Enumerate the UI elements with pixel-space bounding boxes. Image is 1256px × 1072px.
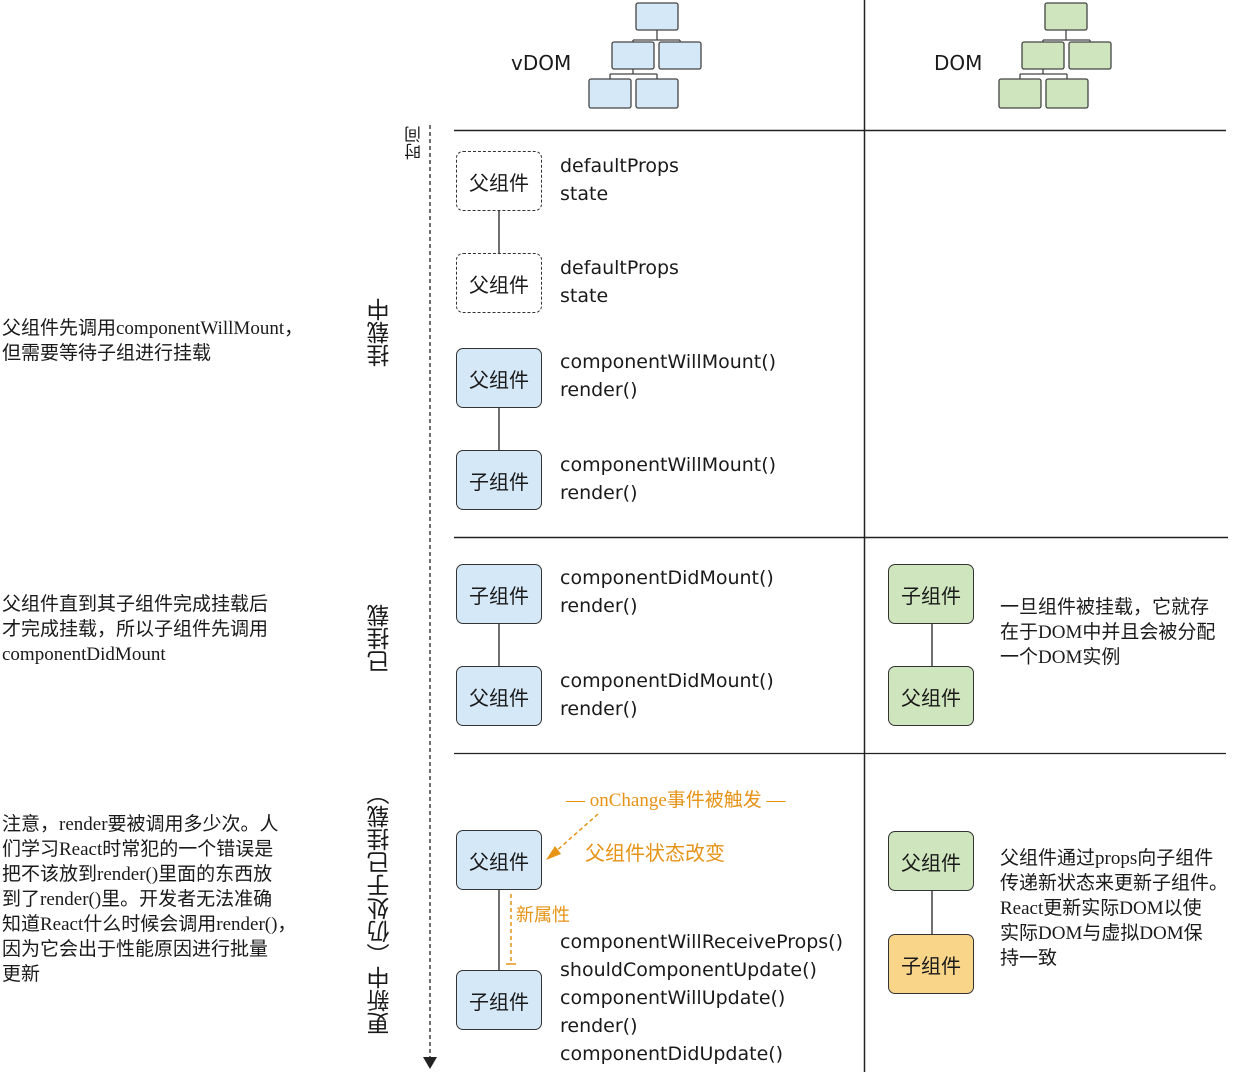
dom-note-mounted: 一旦组件被挂载，它就存 在于DOM中并且会被分配 一个DOM实例 [1000,597,1216,668]
vdom-parent-box: 父组件 [456,348,542,408]
time-axis [423,125,437,1069]
dom-note-updating: 父组件通过props向子组件 传递新状态来更新子组件。 React更新实际DOM… [1000,848,1229,969]
state-change-label: 父组件状态改变 [585,843,725,865]
vdom-parent-box: 父组件 [456,151,542,211]
phase-label-updating: 更新中（仍处于已挂载） [368,782,393,1035]
vdom-child-box: 子组件 [456,450,542,510]
method-list: defaultProps state [560,257,679,307]
event-arrows [506,813,599,965]
time-label: 时间 [405,126,424,160]
method-list: componentWillReceiveProps() shouldCompon… [560,931,844,1065]
onchange-event-label: — onChange事件被触发 — [566,790,786,811]
method-list: defaultProps state [560,155,679,205]
vdom-parent-box: 父组件 [456,253,542,313]
vdom-parent-box: 父组件 [456,830,542,890]
note-updating: 注意，render要被调用多少次。人 们学习React时常犯的一个错误是 把不该… [2,814,297,985]
dom-parent-box: 父组件 [888,666,974,726]
vdom-parent-box: 父组件 [456,666,542,726]
method-list: componentDidMount() render() [560,567,774,617]
dom-tree-icon [998,2,1112,109]
dom-child-box-updated: 子组件 [888,934,974,994]
dom-child-box: 子组件 [888,564,974,624]
vdom-label: vDOM [511,51,572,75]
new-props-label: 新属性 [516,905,570,925]
note-mounted: 父组件直到其子组件完成挂载后 才完成挂载，所以子组件先调用 componentD… [2,594,269,665]
method-list: componentWillMount() render() [560,454,777,504]
method-list: componentDidMount() render() [560,670,774,720]
vdom-child-box: 子组件 [456,970,542,1030]
dom-label: DOM [934,51,983,75]
vdom-child-box: 子组件 [456,564,542,624]
phase-label-mounted: 已挂载 [368,604,393,673]
method-list: componentWillMount() render() [560,351,777,401]
note-mounting: 父组件先调用componentWillMount， 但需要等待子组进行挂载 [2,318,304,364]
dom-parent-box: 父组件 [888,831,974,891]
box-connectors [498,211,933,970]
vdom-tree-icon [588,2,702,109]
phase-label-mounting: 挂载中 [368,298,393,367]
